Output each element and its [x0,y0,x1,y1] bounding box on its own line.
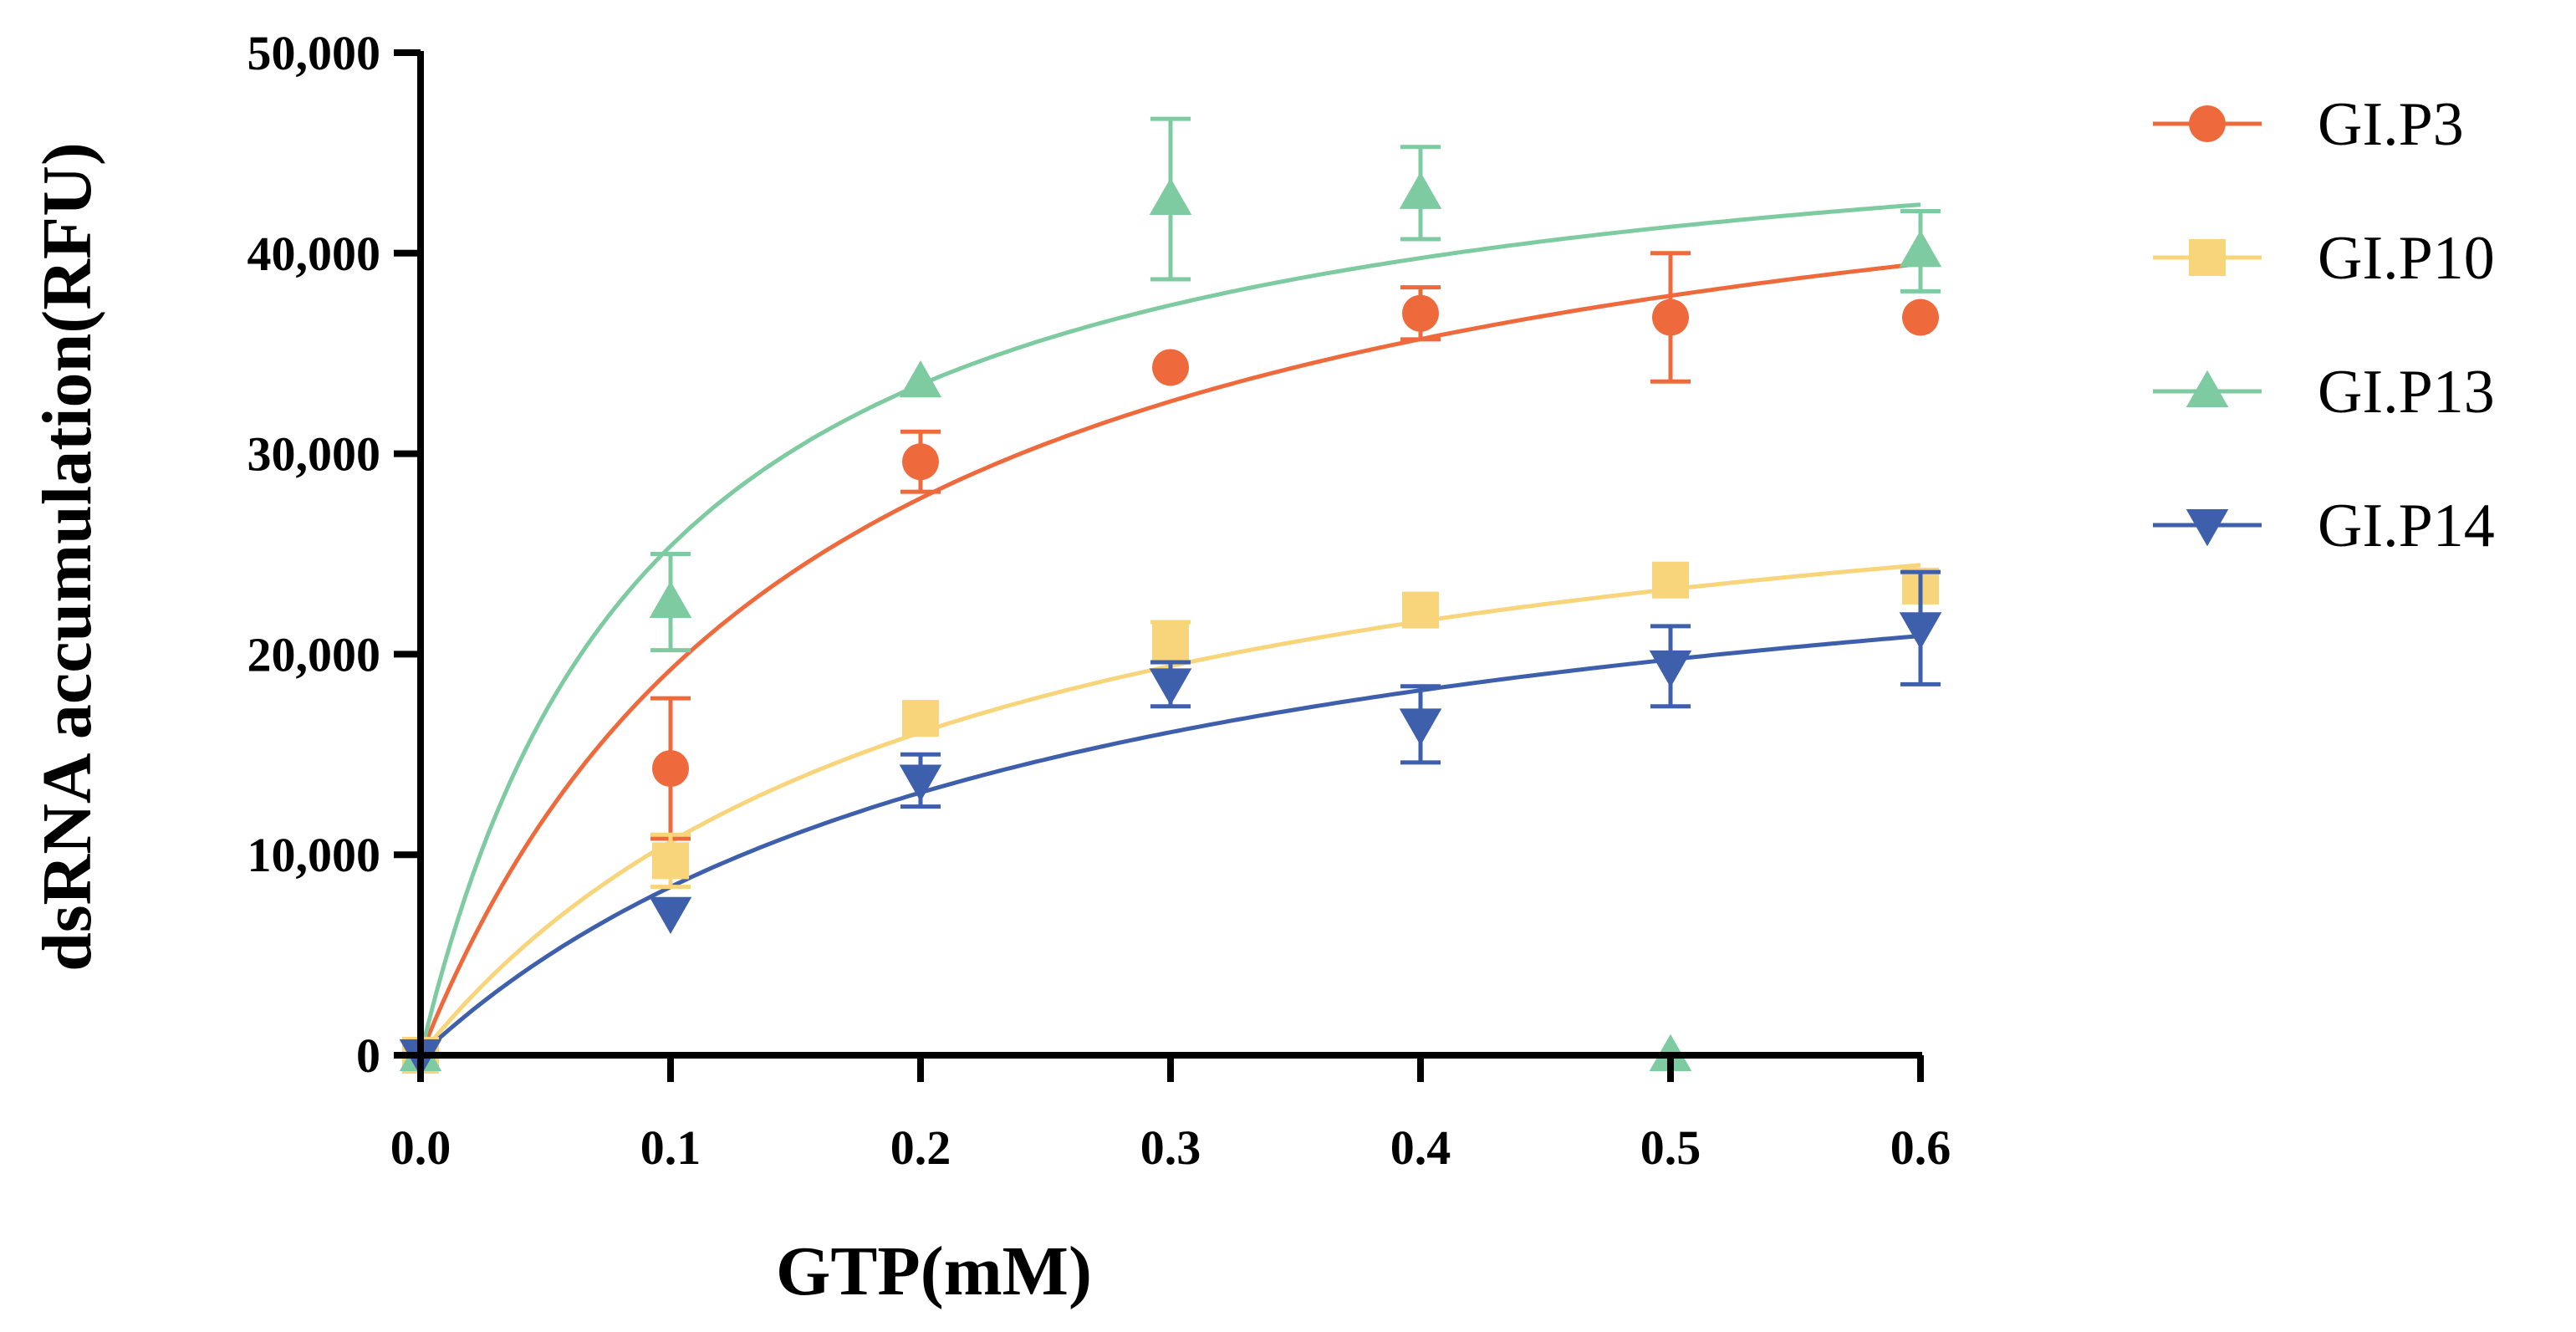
data-point-gi-p10 [652,842,689,880]
y-tick-label: 20,000 [247,627,381,681]
x-tick-label: 0.5 [1640,1120,1701,1175]
data-point-gi-p3 [652,750,689,788]
data-point-gi-p10 [902,700,939,737]
legend-label-gi-p14: GI.P14 [2318,492,2495,560]
x-tick-label: 0.0 [390,1120,451,1175]
plot-area [399,116,1942,1077]
data-point-gi-p14 [1649,650,1692,688]
data-point-gi-p14 [1399,708,1442,746]
legend-label-gi-p3: GI.P3 [2318,90,2464,159]
axes: 0 10,000 20,000 30,000 40,000 50,000 0.0 0.1 0.2… [247,26,1951,1175]
y-tick-label: 10,000 [247,828,381,882]
legend-label-gi-p13: GI.P13 [2318,358,2495,426]
data-point-gi-p13 [649,580,692,619]
data-point-gi-p3 [1152,349,1189,386]
x-tick-label: 0.1 [640,1120,701,1175]
data-point-gi-p14 [1899,612,1942,650]
y-tick-label: 40,000 [247,227,381,281]
y-tick-label: 0 [356,1028,380,1083]
legend-label-gi-p10: GI.P10 [2318,224,2495,293]
data-point-gi-p3 [902,443,939,481]
data-point-gi-p13 [1399,171,1442,209]
legend-marker-gi-p14 [2186,509,2229,547]
legend-marker-gi-p3 [2189,105,2226,142]
data-point-gi-p13 [899,360,942,398]
legend-marker-gi-p13 [2186,370,2229,407]
x-axis-title: GTP(mM) [776,1232,1092,1310]
data-point-gi-p14 [649,896,692,935]
data-point-gi-p10 [1402,591,1439,629]
data-point-gi-p10 [1152,624,1189,661]
data-point-gi-p13 [1899,230,1942,268]
y-tick-label: 30,000 [247,427,381,482]
x-tick-label: 0.2 [890,1120,951,1175]
legend-marker-gi-p10 [2189,239,2226,276]
data-point-gi-p14 [899,764,942,802]
fit-curve-gi-p13 [418,202,1921,1056]
data-point-gi-p3 [1652,299,1689,336]
y-axis-title: dsRNA accumulation(RFU) [28,142,106,972]
data-point-gi-p14 [1149,668,1192,706]
data-point-gi-p3 [1402,294,1439,332]
x-tick-label: 0.3 [1140,1120,1201,1175]
legend: GI.P3 GI.P10 GI.P13 GI.P14 [2153,90,2495,560]
data-point-gi-p3 [1902,299,1939,336]
data-point-gi-p10 [1652,561,1689,599]
y-tick-label: 50,000 [247,26,381,80]
x-tick-label: 0.6 [1890,1120,1951,1175]
x-tick-label: 0.4 [1390,1120,1451,1175]
data-point-gi-p13 [1149,177,1192,216]
